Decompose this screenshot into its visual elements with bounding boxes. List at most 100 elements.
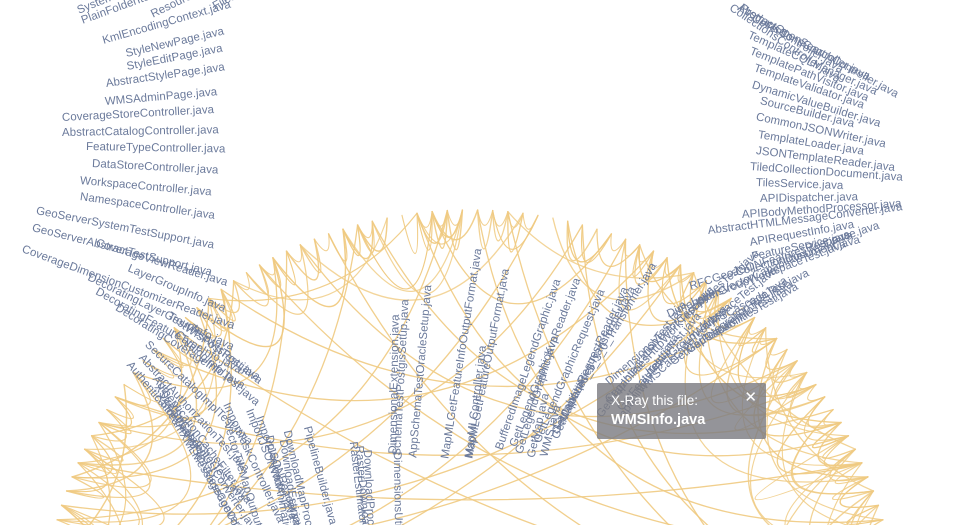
edge-paths bbox=[56, 209, 884, 525]
edge-path bbox=[638, 244, 655, 263]
file-label[interactable]: FeatureTypeController.java bbox=[85, 141, 226, 156]
file-label[interactable]: DimensionsUtils.java bbox=[390, 451, 405, 525]
file-label[interactable]: CoverageStoreController.java bbox=[61, 104, 215, 124]
file-label[interactable]: AbstractHTMLMessageConverter.java bbox=[707, 201, 904, 237]
file-label[interactable]: XStreamCatalogListConverter.java bbox=[151, 381, 262, 525]
file-label[interactable]: SchemaTestPostgisSetup.java bbox=[391, 298, 412, 457]
file-label[interactable]: LayerGroupInfo.java bbox=[125, 262, 228, 315]
file-label[interactable]: CollectionsController.java bbox=[727, 2, 843, 86]
file-label[interactable]: CollectionsController.java bbox=[749, 12, 872, 83]
file-label[interactable]: LayerGroupWorkspaceTest.java bbox=[689, 238, 848, 309]
file-label[interactable]: GetLegendGraphicKvpReader.java bbox=[507, 276, 584, 449]
file-label[interactable]: GeoServerSystemTestSupport.java bbox=[34, 205, 216, 252]
file-label[interactable]: AuthenticationCacheFilter.java bbox=[149, 373, 254, 507]
file-label[interactable]: GetFeatureInfoTest.java bbox=[684, 278, 795, 357]
file-label[interactable]: MapMLGetFeatureInfoOutputFormat.java bbox=[439, 247, 485, 460]
file-label[interactable]: StyleEditPage.java bbox=[125, 42, 224, 73]
file-label[interactable]: RasterEstimator.java bbox=[346, 440, 372, 525]
file-label[interactable]: GetMapIntegrationTest.java bbox=[668, 274, 790, 368]
file-label[interactable]: ProductsController.java bbox=[737, 2, 846, 76]
file-label[interactable]: MapMLGetFeatureOutputFormat.java bbox=[463, 267, 513, 460]
file-label[interactable]: DimensionalExtension.java bbox=[387, 314, 402, 454]
edge-path bbox=[123, 371, 160, 403]
file-label[interactable]: APIRequestInfo.java bbox=[748, 218, 856, 249]
edge-path bbox=[784, 448, 856, 525]
file-label[interactable]: TestWfsPostTest.java bbox=[164, 310, 263, 384]
edge-path bbox=[84, 448, 143, 525]
file-label[interactable]: CoverageViewReader.java bbox=[94, 237, 230, 289]
file-label[interactable]: FeatureService.java bbox=[750, 229, 855, 263]
file-label[interactable]: DecoratingCoverageInfo.java bbox=[113, 302, 248, 392]
file-label[interactable]: DataStoreController.java bbox=[91, 158, 219, 177]
file-label[interactable]: AppSchemaTestOracleSetup.java bbox=[407, 284, 435, 459]
file-label[interactable]: StyleNewPage.java bbox=[124, 25, 226, 60]
file-label[interactable]: PlainFolderIteratorFactory.java bbox=[80, 0, 233, 27]
file-label[interactable]: DownloadProcess.java bbox=[360, 449, 379, 525]
file-label[interactable]: Resource.java bbox=[149, 0, 221, 21]
file-label[interactable]: NamespaceController.java bbox=[79, 191, 216, 222]
file-label[interactable]: DownloadMapProcess.java bbox=[280, 429, 325, 525]
file-label[interactable]: JSONTemplateReader.java bbox=[755, 145, 896, 175]
file-label[interactable]: ImportTaskController.java bbox=[220, 400, 287, 525]
file-label[interactable]: TemplateLoader.java bbox=[757, 129, 865, 158]
file-label[interactable]: CommonJSONWriter.java bbox=[754, 111, 887, 151]
xray-file-tooltip[interactable]: X-Ray this file: WMSInfo.java ✕ bbox=[597, 383, 766, 439]
close-icon[interactable]: ✕ bbox=[744, 389, 757, 406]
file-label[interactable]: WMSAdminPage.java bbox=[104, 86, 218, 108]
file-label[interactable]: DimensionsVectorCapabilitiesTest.java bbox=[603, 247, 762, 388]
file-label[interactable]: GetMap.java bbox=[525, 392, 552, 459]
file-label[interactable]: WMSCascadeTest.java bbox=[698, 267, 812, 333]
file-label[interactable]: DynamicValueBuilder.java bbox=[750, 79, 883, 130]
file-label[interactable]: GetLegendGraphic.java bbox=[513, 334, 561, 456]
file-label[interactable]: DownloadAnimationProcess.java bbox=[262, 434, 307, 525]
file-label[interactable]: DecoratingFeatureTypeInfo.java bbox=[93, 285, 244, 377]
file-label[interactable]: PipelineBuilder.java bbox=[300, 425, 339, 525]
file-label[interactable]: KmlEncodingContext.java bbox=[101, 0, 233, 47]
file-label[interactable]: XStreamXMLMessageConverter.java bbox=[153, 391, 263, 525]
file-label[interactable]: DecoratingLayerGroupInfo.java bbox=[85, 271, 236, 354]
file-label[interactable]: Files.java bbox=[211, 0, 260, 13]
edge-path bbox=[299, 238, 322, 274]
file-label[interactable]: CapabilitiesTest.java bbox=[702, 280, 801, 345]
file-label[interactable]: RasterDownload.java bbox=[352, 445, 375, 525]
file-label[interactable]: APIBodyMethodProcessor.java bbox=[741, 197, 902, 221]
file-label[interactable]: ImportJSONReader.java bbox=[253, 414, 308, 525]
edge-path bbox=[91, 435, 111, 525]
file-label[interactable]: GeoServerAbstractTestSupport.java bbox=[30, 222, 214, 279]
file-label[interactable]: DimensionsVectorCapabilitiesTest.java bbox=[665, 228, 853, 321]
file-label[interactable]: WorkspaceController.java bbox=[79, 175, 213, 199]
file-label[interactable]: SystemResourceStore.java bbox=[75, 0, 211, 17]
file-label[interactable]: CollectionDocument.java bbox=[734, 234, 862, 279]
file-label[interactable]: DownloadEstimatorProcess.java bbox=[276, 438, 315, 525]
file-label[interactable]: AbstractOpenSearchController.java bbox=[735, 1, 901, 101]
file-label[interactable]: RFCGeoJSONFeaturesResponse.java bbox=[687, 219, 881, 293]
file-label[interactable]: VectorTileMapOutputFormat.java bbox=[220, 420, 283, 525]
file-label[interactable]: TemplateValidator.java bbox=[752, 62, 866, 112]
file-label[interactable]: TemplatePathVisitor.java bbox=[748, 45, 871, 105]
edge-path bbox=[683, 280, 778, 376]
edge-path bbox=[114, 327, 208, 419]
edge-path bbox=[477, 209, 494, 226]
file-label[interactable]: AuthenticationCacheFilterTest.java bbox=[123, 359, 249, 505]
file-label[interactable]: CatalogImplTest.java bbox=[172, 328, 262, 409]
edge-path bbox=[401, 212, 419, 254]
file-label[interactable]: BufferedImageLegendGraphic.java bbox=[493, 277, 564, 452]
file-label[interactable]: AbstractCatalogController.java bbox=[61, 124, 219, 139]
edge-path bbox=[142, 348, 174, 379]
edge-path bbox=[781, 371, 849, 525]
file-label[interactable]: CoverageDimensionCustomizerReader.java bbox=[20, 243, 237, 332]
file-label[interactable]: SecureCatalogImplTest.java bbox=[142, 338, 255, 448]
file-label[interactable]: APIDispatcher.java bbox=[759, 191, 859, 205]
file-label[interactable]: ImportJSONWriter.java bbox=[243, 407, 299, 522]
file-label[interactable]: WMS.java bbox=[538, 404, 564, 459]
file-label[interactable]: AbstractStylePage.java bbox=[105, 61, 226, 90]
file-label[interactable]: TiledCollectionDocument.java bbox=[749, 161, 904, 184]
file-label[interactable]: LayerGroupWorkspaceTest.java bbox=[643, 264, 780, 378]
file-label[interactable]: TemplateCQLManager.java bbox=[745, 29, 880, 98]
file-label[interactable]: TestWfsPost.java bbox=[186, 322, 265, 387]
file-label[interactable]: MapMLController.java bbox=[463, 344, 489, 459]
file-label[interactable]: TilesService.java bbox=[755, 177, 844, 193]
file-label[interactable]: AbstractAuthorizationTest.java bbox=[136, 352, 252, 475]
file-label[interactable]: XStreamJSONMessageConverter.java bbox=[165, 400, 269, 525]
file-label[interactable]: SourceBuilder.java bbox=[758, 95, 856, 131]
